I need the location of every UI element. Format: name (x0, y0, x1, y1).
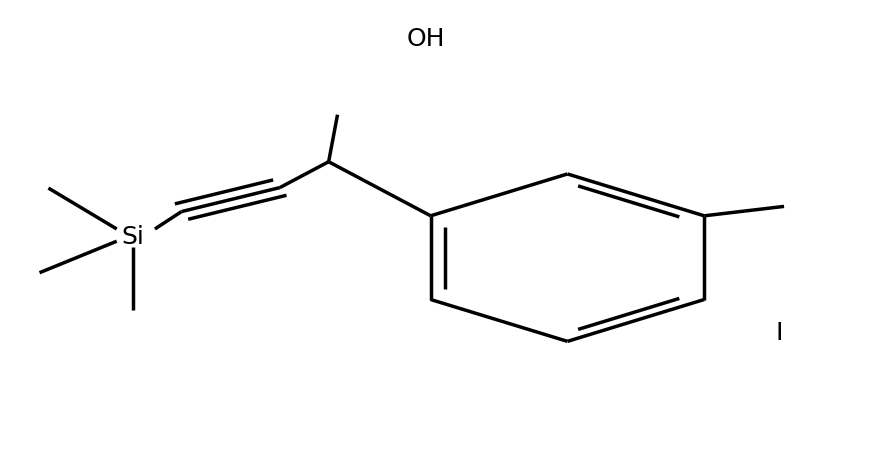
Text: I: I (775, 321, 782, 345)
Text: OH: OH (406, 27, 445, 51)
Text: Si: Si (121, 226, 144, 249)
